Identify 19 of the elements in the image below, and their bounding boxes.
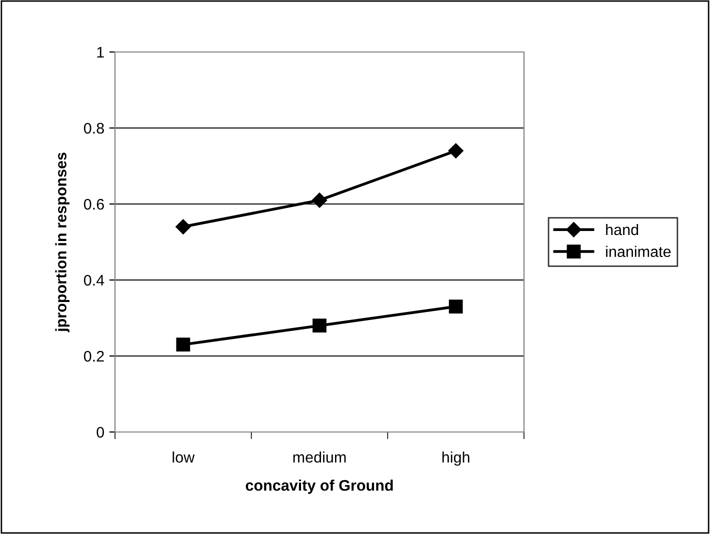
y-tick-label: 0.2 — [84, 350, 104, 362]
x-tick-label: low — [172, 451, 195, 463]
point — [176, 219, 191, 234]
point — [312, 318, 326, 333]
x-axis-title: concavity of Ground — [246, 480, 393, 494]
y-tick-label: 0.4 — [84, 274, 104, 286]
x-tick-label: medium — [293, 451, 346, 463]
y-tick-label: 0.6 — [84, 198, 104, 210]
y-axis-title: jproportion in responses — [55, 152, 70, 332]
point — [312, 192, 328, 208]
point — [176, 338, 190, 352]
point — [448, 143, 464, 158]
x-tick-label: high — [442, 451, 470, 466]
y-tick-label: 1 — [97, 47, 104, 58]
legend-label: hand — [606, 224, 638, 236]
y-tick-label: 0 — [96, 426, 104, 438]
legend-label: inanimate — [606, 246, 671, 258]
y-tick-label: 0.8 — [84, 122, 104, 134]
point — [448, 300, 463, 314]
